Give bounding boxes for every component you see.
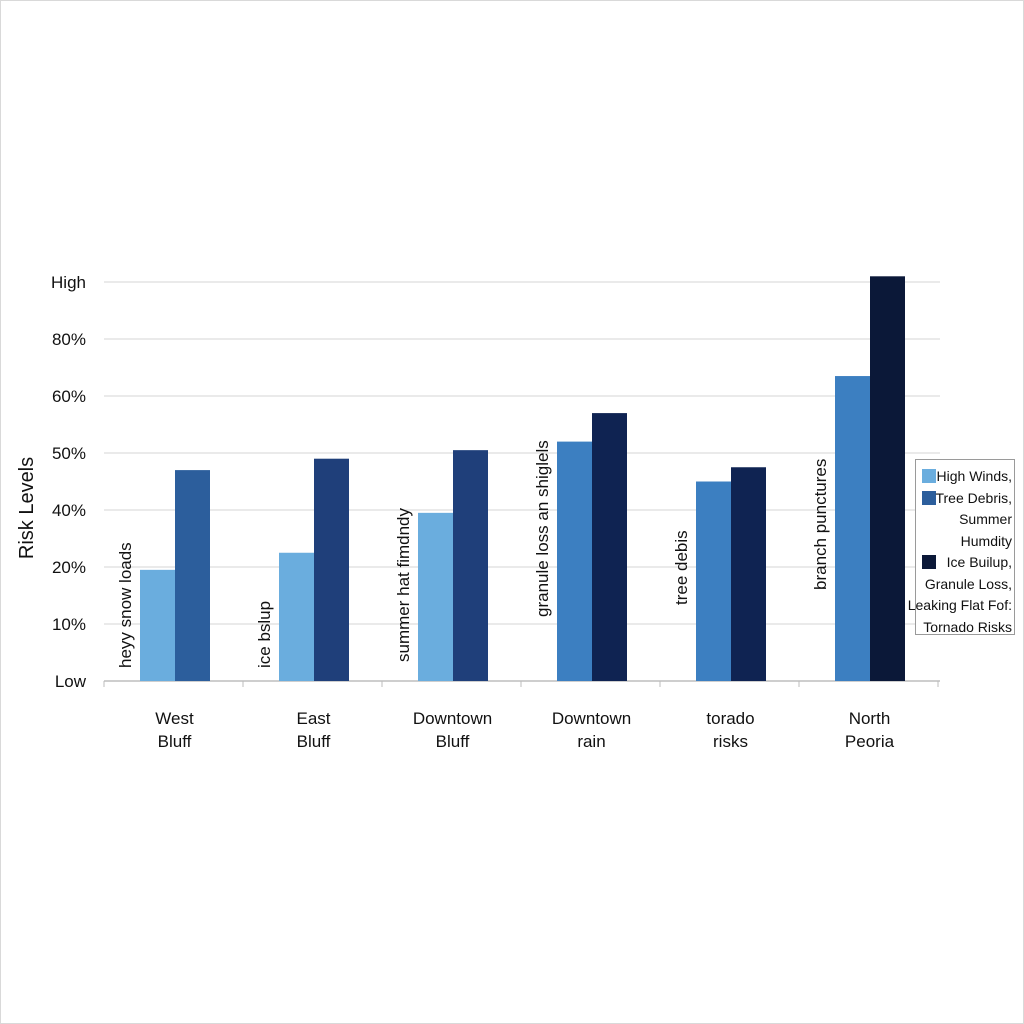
bar-annotation: branch punctures [811, 459, 830, 590]
y-tick-label: 60% [52, 387, 86, 406]
legend-label: Ice Builup, [946, 554, 1012, 570]
x-tick-label: West [155, 709, 194, 728]
legend: High Winds, Tree Debris, Summer Humdity Ice … [908, 459, 1015, 635]
y-tick-label: 10% [52, 615, 86, 634]
bar [140, 569, 175, 681]
bar [557, 441, 592, 681]
bar-annotation: granule loss an shiglels [533, 440, 552, 617]
x-tick-label: Downtown [413, 709, 492, 728]
x-tick-label: risks [713, 732, 748, 751]
bar-annotation: tree debis [672, 530, 691, 605]
bar [175, 470, 210, 681]
x-tick-label: Bluff [297, 732, 331, 751]
x-tick-label: Bluff [436, 732, 470, 751]
y-tick-label: Low [55, 672, 87, 691]
bar-annotation: summer hat fimdndy [394, 508, 413, 662]
legend-label: Tree Debris, [935, 489, 1012, 506]
x-tick-label: Downtown [552, 709, 631, 728]
x-tick-label: Peoria [845, 732, 895, 751]
legend-swatch [922, 469, 936, 483]
legend-label: Humdity [960, 532, 1012, 549]
x-tick-label: North [849, 709, 891, 728]
bar [835, 376, 870, 681]
legend-label: Tornado Risks [923, 618, 1012, 635]
bar [453, 450, 488, 681]
y-tick-label: 40% [52, 501, 86, 520]
x-tick-label: rain [577, 732, 605, 751]
bar [870, 276, 905, 681]
legend-label: High Winds, [936, 468, 1012, 484]
legend-label: Granule Loss, [924, 575, 1012, 592]
legend-label: Summer [959, 511, 1012, 527]
bar [592, 413, 627, 681]
legend-label: Leaking Flat Fof: [907, 597, 1012, 613]
bar [731, 467, 766, 681]
x-tick-label: torado [706, 709, 754, 728]
y-axis-title: Risk Levels [16, 457, 38, 559]
bar-annotation: heyy snow loads [116, 542, 135, 668]
y-tick-label: 80% [52, 330, 86, 349]
y-tick-labels: High 80% 60% 50% 40% 20% 10% Low [51, 273, 87, 691]
bar [314, 458, 349, 681]
bar-annotations: heyy snow loads ice bslup summer hat fimdn… [116, 440, 830, 668]
grid-layer [103, 281, 940, 687]
bars-layer [140, 276, 905, 681]
y-tick-label: High [51, 273, 86, 292]
bar [696, 481, 731, 681]
legend-swatch [922, 490, 936, 505]
bar [279, 552, 314, 681]
y-tick-label: 20% [52, 558, 86, 577]
x-tick-labels: West Bluff East Bluff Downtown Bluff Downtown r… [155, 709, 894, 751]
legend-swatch [922, 555, 936, 569]
x-tick-label: Bluff [158, 732, 192, 751]
bar-annotation: ice bslup [255, 601, 274, 668]
bar [418, 512, 453, 681]
x-tick-label: East [296, 709, 330, 728]
y-tick-label: 50% [52, 444, 86, 463]
